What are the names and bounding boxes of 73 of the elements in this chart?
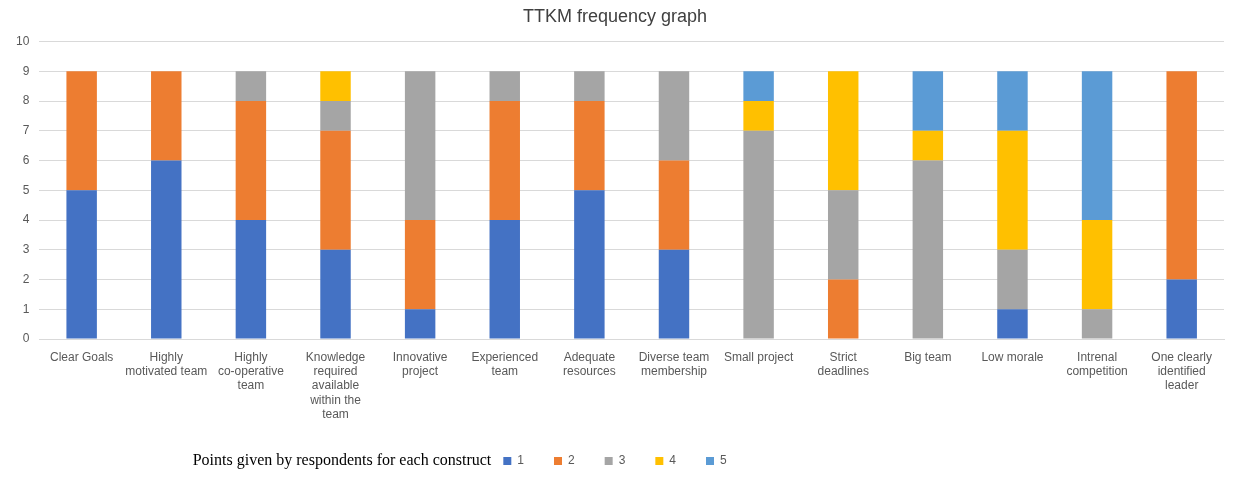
y-tick-label: 4 [22, 212, 30, 227]
bar [320, 71, 351, 102]
x-tick-label: Knowledge required available within the team [305, 349, 366, 422]
bar [1081, 309, 1113, 339]
bar [151, 160, 182, 339]
x-tick-label: Highly co-operative team [217, 349, 285, 393]
y-tick-label: 3 [22, 242, 30, 257]
bar [912, 71, 944, 131]
x-tick-label: Experienced team [471, 349, 539, 378]
chart-title: TTKM frequency graph [522, 5, 708, 26]
bar [827, 279, 859, 339]
y-tick-label: 0 [22, 331, 30, 346]
bar [743, 130, 774, 339]
bar [658, 160, 690, 250]
y-tick-label: 1 [22, 301, 30, 316]
bar [574, 71, 605, 102]
bar [404, 309, 436, 339]
bar [827, 71, 859, 191]
legend-label: 2 [567, 453, 575, 468]
bar [235, 101, 267, 221]
legend-title: Points given by respondents for each construct [192, 451, 492, 470]
bar [997, 249, 1028, 310]
x-tick-label: Low morale [981, 349, 1044, 364]
y-tick-label: 7 [22, 123, 30, 138]
bar [912, 130, 944, 161]
x-tick-label: Innovative project [392, 349, 448, 378]
bar [574, 190, 605, 339]
bar [1166, 279, 1197, 339]
y-tick-label: 10 [15, 33, 30, 48]
bar [235, 71, 267, 102]
bar [912, 160, 944, 339]
bar [404, 71, 436, 221]
bar [1081, 71, 1113, 221]
y-tick-label: 6 [22, 152, 30, 167]
bar [1166, 71, 1197, 280]
y-tick-label: 5 [22, 182, 30, 197]
bar [320, 130, 351, 250]
x-tick-label: Highly motivated team [125, 349, 208, 378]
bar [997, 71, 1028, 131]
y-tick-label: 8 [22, 93, 30, 108]
bar [743, 101, 774, 131]
x-tick-label: Big team [904, 349, 952, 364]
x-tick-label: Diverse team membership [638, 349, 710, 378]
bar [1081, 220, 1113, 310]
bar [574, 101, 605, 191]
bar [489, 220, 520, 339]
bar [997, 130, 1028, 250]
legend-label: 3 [618, 453, 626, 468]
legend-label: 5 [720, 453, 728, 468]
x-tick-label: Clear Goals [49, 349, 114, 364]
y-tick-label: 9 [22, 63, 30, 78]
bar [997, 309, 1028, 339]
legend-label: 1 [517, 453, 525, 468]
bar [320, 249, 351, 339]
x-tick-label: Adequate resources [563, 349, 616, 378]
bar [658, 71, 690, 161]
bar [320, 101, 351, 131]
x-tick-label: Intrenal competition [1066, 349, 1128, 378]
bar [658, 249, 690, 339]
bar [151, 71, 182, 161]
x-tick-label: Small project [723, 349, 794, 364]
bar [489, 101, 520, 221]
bar [489, 71, 520, 102]
bar [827, 190, 859, 280]
x-tick-label: One clearly identified leader [1151, 349, 1213, 393]
bar [66, 190, 97, 339]
x-tick-label: Strict deadlines [817, 349, 869, 378]
bar [66, 71, 97, 191]
legend-label: 4 [669, 453, 677, 468]
bar [235, 220, 267, 339]
y-tick-label: 2 [22, 271, 30, 286]
bar [404, 220, 436, 310]
bar [743, 71, 774, 102]
